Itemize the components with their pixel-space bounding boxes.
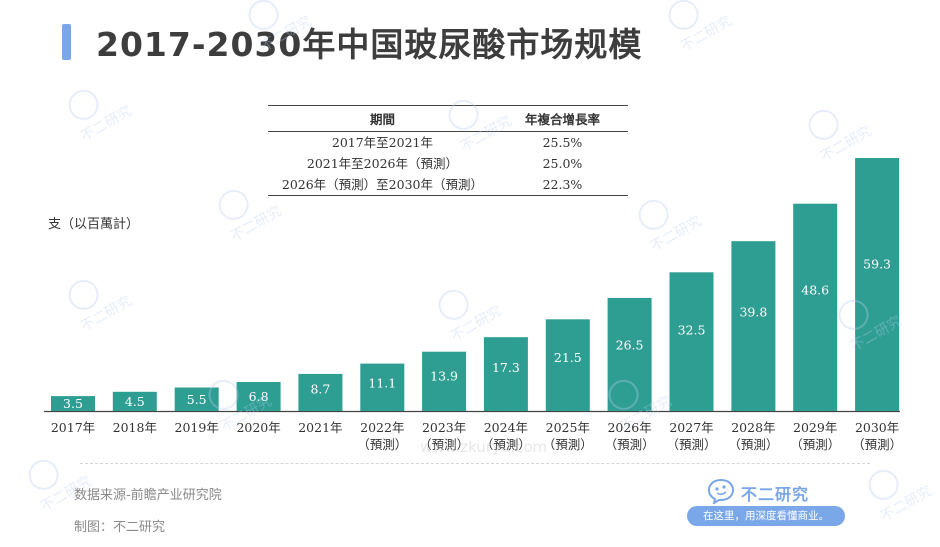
- bar-value-label: 26.5: [616, 337, 644, 352]
- bar-value-label: 8.7: [310, 382, 330, 397]
- bar-value-label: 4.5: [125, 394, 145, 409]
- cagr-header-rate: 年複合增長率: [496, 105, 628, 132]
- x-tick-note: （預測）: [481, 437, 531, 452]
- cagr-period: 2026年（預測）至2030年（預測）: [268, 174, 497, 196]
- bar-2027年: [669, 272, 714, 411]
- x-tick-label: 2027年: [669, 420, 713, 435]
- bar-2020年: [236, 382, 281, 411]
- cagr-period: 2017年至2021年: [331, 135, 433, 150]
- bar-2024年: [483, 337, 528, 411]
- bar-value-label: 11.1: [368, 376, 396, 391]
- cagr-rate: 22.3%: [496, 174, 628, 196]
- bar-2019年: [174, 387, 219, 411]
- bar-2023年: [422, 351, 467, 411]
- bar-2030年: [855, 158, 900, 411]
- bar-value-label: 32.5: [678, 323, 706, 338]
- x-tick-label: 2030年: [855, 420, 899, 435]
- x-tick-note: （預測）: [666, 437, 716, 452]
- x-tick-label: 2018年: [113, 420, 157, 435]
- x-tick-note: （預測）: [605, 437, 655, 452]
- bar-value-label: 59.3: [863, 256, 891, 271]
- bar-2021年: [298, 373, 343, 411]
- x-tick-note: （預測）: [357, 437, 407, 452]
- footer-divider: [80, 463, 870, 464]
- x-tick-label: 2026年: [607, 420, 651, 435]
- x-tick-label: 2023年: [422, 420, 466, 435]
- made-by-note: 制图：不二研究: [74, 520, 166, 535]
- x-tick-note: （預測）: [728, 437, 778, 452]
- bar-value-label: 13.9: [430, 369, 458, 384]
- x-tick-label: 2021年: [298, 420, 342, 435]
- cagr-period: 2021年至2026年（預測）: [306, 156, 458, 171]
- bar-2017年: [51, 396, 95, 411]
- bar-value-label: 48.6: [801, 283, 829, 298]
- x-tick-label: 2017年: [51, 420, 95, 435]
- cagr-header-period: 期間: [268, 105, 497, 132]
- bar-value-label: 17.3: [492, 360, 520, 375]
- x-tick-label: 2029年: [793, 420, 837, 435]
- cagr-header-row: 期間 年複合增長率: [268, 105, 628, 132]
- bar-2029年: [793, 203, 838, 411]
- x-tick-label: 2022年: [360, 420, 404, 435]
- brand-logo: 不二研究 在这里，用深度看懂商业。: [687, 478, 845, 530]
- x-tick-label: 2028年: [731, 420, 775, 435]
- page-title: 2017-2030年中国玻尿酸市场规模: [96, 25, 643, 64]
- bar-value-label: 39.8: [739, 305, 767, 320]
- x-tick-note: （預測）: [790, 437, 840, 452]
- brand-tagline: 在这里，用深度看懂商业。: [687, 506, 845, 526]
- cagr-row: 2026年（預測）至2030年（預測） 22.3%: [268, 174, 628, 196]
- bar-2026年: [607, 297, 652, 411]
- x-tick-label: 2025年: [546, 420, 590, 435]
- title-accent-bar: [62, 24, 71, 60]
- bar-2025年: [545, 319, 590, 411]
- brand-bubble-icon: [707, 478, 735, 504]
- bar-value-label: 3.5: [63, 396, 83, 411]
- source-note: 数据来源-前瞻产业研究院: [74, 488, 222, 503]
- cagr-rate: 25.5%: [542, 135, 583, 150]
- cagr-row: 2021年至2026年（預測） 25.0%: [268, 153, 628, 174]
- bar-value-label: 21.5: [554, 350, 582, 365]
- bar-value-label: 6.8: [249, 389, 269, 404]
- brand-name: 不二研究: [741, 485, 810, 504]
- x-tick-note: （預測）: [419, 437, 469, 452]
- x-tick-label: 2024年: [484, 420, 528, 435]
- y-axis-unit-label: 支（以百萬計）: [48, 217, 140, 232]
- bar-2018年: [112, 391, 157, 411]
- bar-value-label: 5.5: [187, 392, 207, 407]
- bar-2028年: [731, 241, 776, 411]
- cagr-rate: 25.0%: [542, 156, 583, 171]
- x-tick-label: 2019年: [175, 420, 219, 435]
- x-tick-label: 2020年: [236, 420, 280, 435]
- cagr-row: 2017年至2021年 25.5%: [268, 132, 628, 154]
- x-tick-note: （預測）: [543, 437, 593, 452]
- cagr-table: 期間 年複合增長率 2017年至2021年 25.5% 2021年至2026年（…: [268, 105, 628, 196]
- x-tick-note: （預測）: [852, 437, 902, 452]
- bar-2022年: [360, 363, 405, 411]
